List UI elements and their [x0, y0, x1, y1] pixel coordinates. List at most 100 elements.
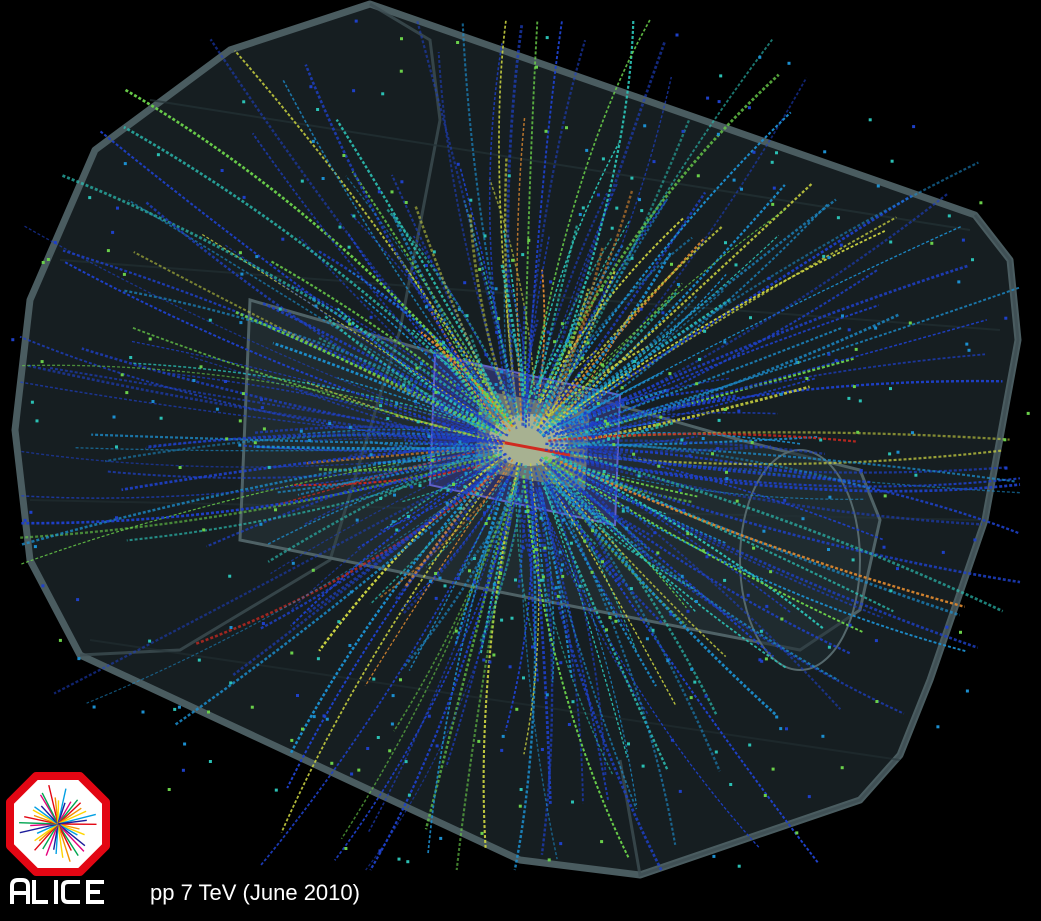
detector-hit	[706, 96, 710, 100]
particle-track	[556, 440, 871, 490]
detector-hit	[678, 789, 682, 793]
detector-hit	[775, 715, 779, 719]
detector-hit	[400, 180, 404, 184]
particle-track	[549, 76, 672, 413]
detector-hit	[827, 645, 831, 649]
particle-track	[107, 456, 485, 479]
detector-hit	[567, 723, 571, 726]
detector-hit	[390, 722, 394, 726]
particle-track	[535, 489, 760, 849]
detector-hit	[300, 179, 304, 183]
detector-hit	[521, 253, 525, 257]
detector-hit	[40, 360, 44, 364]
detector-hit	[661, 311, 665, 315]
detector-hit	[348, 322, 352, 326]
detector-hit	[1004, 316, 1008, 320]
particle-track	[126, 458, 494, 542]
detector-hit	[291, 561, 295, 565]
particle-track	[316, 249, 515, 427]
detector-hit	[596, 193, 600, 197]
detector-hit	[795, 360, 799, 364]
detector-hit	[625, 526, 629, 530]
detector-hit	[959, 630, 962, 634]
particle-track	[560, 470, 775, 658]
detector-hit	[53, 241, 57, 244]
detector-hit	[752, 150, 756, 154]
particle-track	[469, 212, 517, 428]
detector-hit	[760, 659, 764, 663]
particle-track	[545, 216, 897, 433]
detector-hit	[750, 441, 754, 444]
particle-track	[547, 327, 842, 440]
detector-hit	[242, 100, 246, 104]
detector-hit	[46, 258, 50, 261]
detector-hit	[466, 517, 470, 521]
detector-hit	[442, 341, 446, 345]
particle-track	[86, 475, 489, 704]
detector-hit	[908, 321, 912, 325]
detector-hit	[88, 196, 92, 200]
detector-hit	[645, 637, 649, 641]
particle-track	[295, 388, 470, 444]
particle-track	[553, 245, 605, 405]
detector-hit	[686, 532, 690, 536]
detector-hit	[701, 437, 705, 440]
detector-hit	[785, 727, 788, 731]
detector-hit	[651, 628, 655, 632]
particle-track	[544, 288, 590, 415]
particle-track	[555, 353, 986, 436]
detector-hit	[819, 438, 823, 442]
particle-track	[539, 40, 667, 406]
detector-hit	[347, 245, 351, 249]
particle-track	[545, 456, 693, 504]
detector-hit	[689, 696, 693, 700]
particle-track	[400, 458, 508, 503]
particle-track	[572, 464, 1021, 584]
particle-track	[19, 364, 485, 429]
detector-hit	[500, 748, 504, 752]
logo-ray	[19, 822, 59, 825]
detector-hit	[500, 370, 504, 374]
detector-hit	[609, 337, 613, 341]
detector-hit	[507, 522, 511, 526]
detector-hit	[379, 404, 383, 408]
detector-hit	[591, 421, 595, 425]
particle-track	[105, 432, 470, 463]
detector-hit	[440, 405, 444, 409]
detector-hit	[610, 226, 614, 230]
detector-hit	[125, 391, 129, 395]
particle-track	[538, 39, 773, 417]
detector-hit	[308, 438, 312, 442]
detector-hit	[874, 639, 878, 643]
particle-track	[555, 453, 1021, 488]
detector-hit	[311, 568, 315, 572]
detector-hit	[178, 466, 182, 469]
detector-hit	[499, 386, 503, 390]
particle-track	[578, 465, 698, 498]
particle-track	[270, 454, 493, 575]
detector-hit	[472, 417, 476, 421]
detector-hit	[400, 37, 403, 41]
particle-track	[269, 260, 500, 423]
particle-track	[304, 64, 502, 422]
particle-track	[551, 458, 979, 649]
particle-track	[543, 470, 677, 706]
detector-hit	[539, 516, 543, 520]
particle-track	[272, 341, 493, 432]
particle-track	[19, 449, 503, 468]
detector-hit	[686, 609, 690, 613]
logo-ray	[45, 823, 59, 856]
detector-hit	[35, 419, 39, 423]
detector-hit	[748, 743, 752, 747]
particle-track	[19, 446, 480, 547]
particle-track	[401, 490, 517, 669]
detector-hit	[299, 429, 303, 433]
particle-track	[348, 269, 512, 422]
detector-hit	[758, 658, 762, 662]
detector-hit	[875, 700, 879, 703]
detector-hit	[316, 657, 320, 661]
detector-hit	[529, 510, 533, 514]
detector-hit	[229, 681, 233, 685]
particle-track	[559, 460, 966, 608]
detector-hit	[752, 546, 756, 550]
